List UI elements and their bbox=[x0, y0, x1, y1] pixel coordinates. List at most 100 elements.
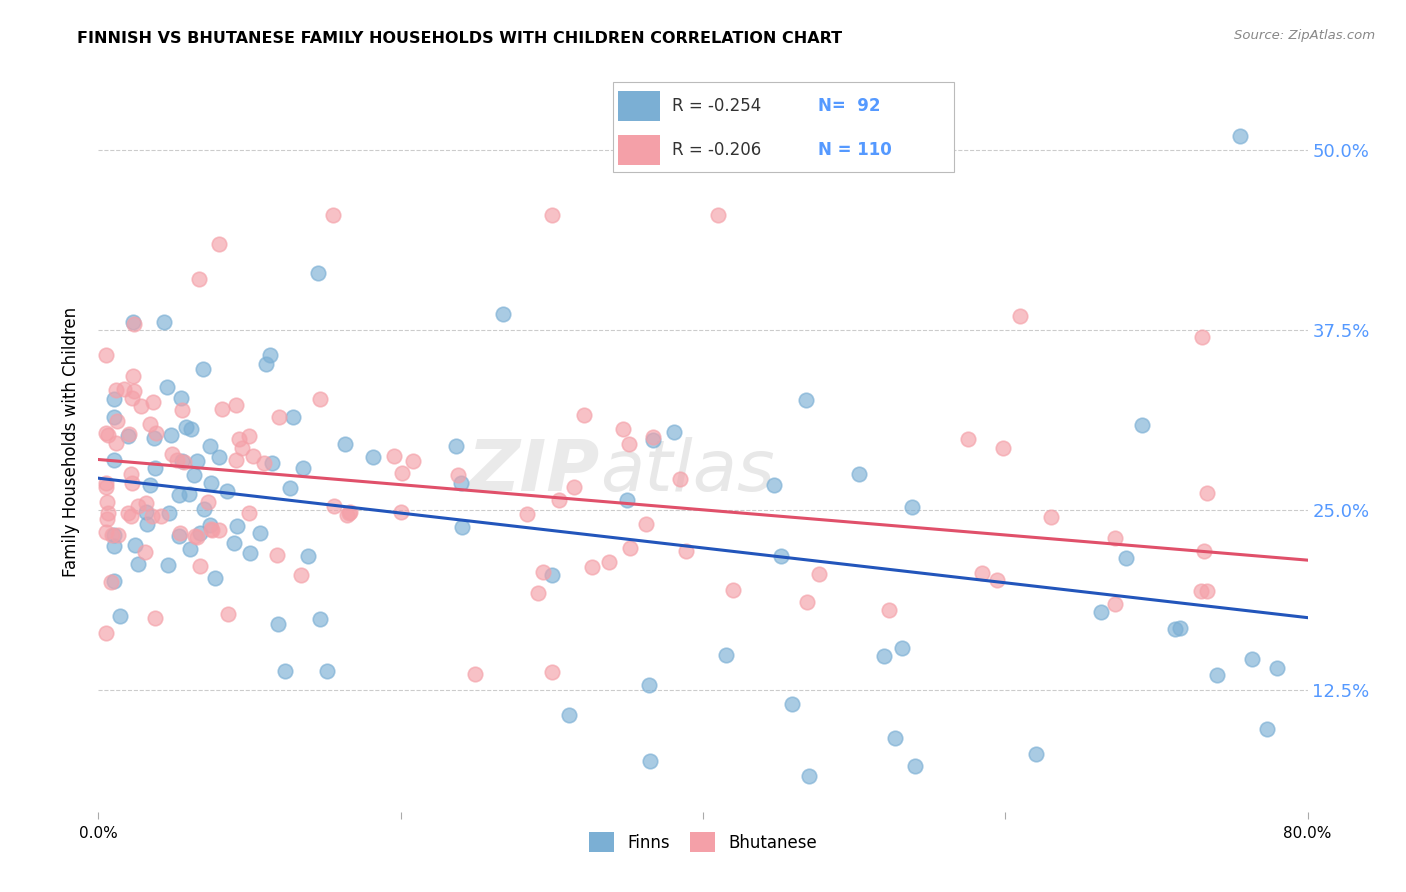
Point bbox=[464, 667, 486, 681]
Point bbox=[197, 495, 219, 509]
Point bbox=[1010, 309, 1032, 323]
Point bbox=[492, 307, 515, 321]
Point bbox=[169, 529, 191, 543]
Point bbox=[254, 357, 277, 371]
Point bbox=[446, 440, 468, 454]
Point bbox=[638, 678, 661, 692]
Point bbox=[127, 499, 149, 513]
Point bbox=[1104, 597, 1126, 611]
Y-axis label: Family Households with Children: Family Households with Children bbox=[62, 307, 80, 576]
Point bbox=[450, 520, 472, 534]
Point bbox=[337, 506, 360, 520]
Point bbox=[883, 731, 905, 745]
Point bbox=[638, 755, 661, 769]
Point bbox=[186, 454, 208, 468]
Point bbox=[249, 526, 271, 541]
FancyBboxPatch shape bbox=[613, 82, 955, 172]
Point bbox=[170, 403, 193, 417]
Point bbox=[807, 566, 830, 581]
Point bbox=[723, 582, 745, 597]
Bar bbox=[619, 91, 659, 120]
Point bbox=[121, 369, 143, 384]
Legend: Finns, Bhutanese: Finns, Bhutanese bbox=[582, 825, 824, 859]
Point bbox=[145, 425, 167, 440]
Point bbox=[142, 394, 165, 409]
Point bbox=[253, 456, 276, 470]
Point bbox=[450, 476, 472, 491]
Point bbox=[215, 483, 238, 498]
Point bbox=[105, 436, 128, 450]
Point bbox=[153, 316, 176, 330]
Point bbox=[190, 525, 212, 540]
Point bbox=[540, 665, 562, 679]
Point bbox=[1191, 330, 1213, 344]
Point bbox=[363, 450, 385, 464]
Point bbox=[1256, 722, 1278, 736]
Point bbox=[180, 422, 202, 436]
Point bbox=[103, 540, 125, 554]
Point bbox=[664, 425, 686, 439]
Point bbox=[211, 402, 233, 417]
Point bbox=[117, 507, 139, 521]
Point bbox=[139, 478, 162, 492]
Point bbox=[274, 664, 297, 678]
Point bbox=[260, 456, 283, 470]
Point bbox=[186, 531, 208, 545]
Point bbox=[308, 392, 330, 407]
Point bbox=[101, 528, 124, 542]
Point bbox=[322, 208, 344, 222]
Text: FINNISH VS BHUTANESE FAMILY HOUSEHOLDS WITH CHILDREN CORRELATION CHART: FINNISH VS BHUTANESE FAMILY HOUSEHOLDS W… bbox=[77, 31, 842, 46]
Point bbox=[516, 508, 538, 522]
Point bbox=[291, 461, 314, 475]
Point bbox=[94, 476, 117, 491]
Text: ZIP: ZIP bbox=[468, 437, 600, 506]
Point bbox=[129, 399, 152, 413]
Point bbox=[402, 454, 425, 468]
Point bbox=[112, 382, 135, 396]
Point bbox=[207, 450, 229, 464]
Point bbox=[391, 466, 413, 480]
Point bbox=[122, 317, 145, 331]
Point bbox=[183, 529, 205, 543]
Point bbox=[157, 558, 180, 573]
Point bbox=[166, 452, 188, 467]
Point bbox=[581, 560, 603, 574]
Point bbox=[267, 409, 290, 424]
Point bbox=[122, 315, 145, 329]
Point bbox=[172, 454, 194, 468]
Point bbox=[225, 453, 247, 467]
Point bbox=[333, 437, 356, 451]
Point bbox=[141, 508, 163, 523]
Point bbox=[1240, 652, 1263, 666]
Point bbox=[108, 608, 131, 623]
Point bbox=[531, 566, 554, 580]
Point bbox=[316, 664, 339, 678]
Point bbox=[204, 571, 226, 585]
Point bbox=[105, 414, 128, 428]
Point bbox=[598, 555, 620, 569]
Point bbox=[1164, 622, 1187, 636]
Point bbox=[193, 501, 215, 516]
Point bbox=[873, 648, 896, 663]
Point bbox=[124, 538, 146, 552]
Point bbox=[179, 487, 201, 501]
Point bbox=[100, 575, 122, 590]
Point bbox=[769, 549, 792, 563]
Point bbox=[879, 603, 901, 617]
Point bbox=[103, 409, 125, 424]
Point bbox=[183, 467, 205, 482]
Point bbox=[1195, 584, 1218, 599]
Point bbox=[200, 439, 222, 453]
Text: N=  92: N= 92 bbox=[818, 96, 880, 114]
Point bbox=[200, 522, 222, 536]
Point bbox=[1024, 747, 1046, 762]
Point bbox=[1229, 129, 1251, 144]
Text: Source: ZipAtlas.com: Source: ZipAtlas.com bbox=[1234, 29, 1375, 42]
Point bbox=[174, 420, 197, 434]
Point bbox=[97, 428, 120, 442]
Point bbox=[225, 398, 247, 412]
Text: R = -0.254: R = -0.254 bbox=[672, 96, 761, 114]
Point bbox=[1197, 485, 1219, 500]
Point bbox=[200, 518, 222, 533]
Point bbox=[1168, 622, 1191, 636]
